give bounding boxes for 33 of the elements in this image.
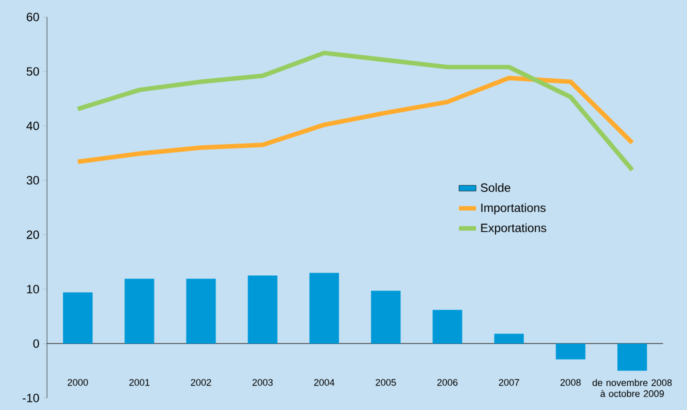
- bar: [63, 292, 93, 344]
- legend-label: Importations: [481, 203, 546, 214]
- x-tick-label: 2005: [376, 379, 396, 386]
- y-tick-label: -10: [22, 394, 40, 402]
- x-tick-label: 2006: [437, 379, 458, 386]
- bar: [494, 334, 524, 344]
- x-tick-label: 2000: [68, 379, 88, 386]
- bar: [309, 272, 339, 344]
- bar: [248, 276, 278, 344]
- y-tick-label: 50: [26, 67, 40, 76]
- x-tick-label: 2008: [560, 379, 581, 386]
- bar: [186, 278, 216, 344]
- line-series: [76, 76, 634, 164]
- bar: [556, 344, 586, 360]
- x-tick-label: 2007: [498, 379, 520, 386]
- legend-label: Exportations: [481, 223, 546, 234]
- y-tick-label: 0: [33, 339, 40, 348]
- bar: [432, 310, 462, 344]
- x-tick-label: de novembre 2008 à octobre 2009: [592, 379, 672, 397]
- bar: [124, 278, 154, 344]
- y-tick-label: 30: [26, 176, 40, 185]
- x-tick-label: 2004: [314, 379, 334, 386]
- y-tick-label: 60: [26, 12, 40, 22]
- y-tick-label: 20: [26, 230, 40, 239]
- bar: [617, 344, 647, 371]
- x-tick-label: 2001: [129, 379, 150, 386]
- x-tick-label: 2003: [252, 379, 273, 386]
- line-series: [76, 50, 634, 172]
- x-tick-label: 2002: [190, 379, 212, 386]
- y-tick-label: 40: [26, 122, 40, 130]
- legend-label: Solde: [480, 183, 510, 192]
- bar: [371, 290, 401, 344]
- y-tick-label: 10: [27, 284, 40, 294]
